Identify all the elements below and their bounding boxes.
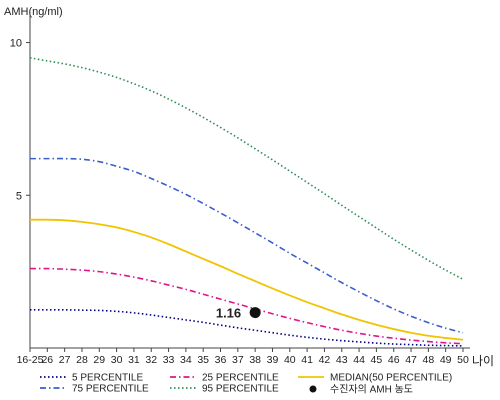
x-tick-label: 28 (76, 354, 88, 366)
x-tick-label: 33 (163, 354, 175, 366)
series-line (29, 267, 464, 345)
legend-label: 75 PERCENTILE (72, 384, 149, 395)
x-tick-label: 44 (353, 354, 365, 366)
x-axis-label: 나이 (472, 354, 494, 368)
x-tick-label: 27 (59, 354, 71, 366)
y-tick-label: 5 (16, 190, 22, 202)
patient-amh-point (249, 307, 261, 319)
legend-item: 95 PERCENTILE (170, 384, 279, 395)
x-tick-label: 35 (197, 354, 209, 366)
x-tick-label: 30 (111, 354, 123, 366)
x-tick-label: 37 (232, 354, 244, 366)
legend-label: 95 PERCENTILE (202, 384, 279, 395)
x-tick-label: 32 (145, 354, 157, 366)
x-tick-label: 43 (336, 354, 348, 366)
legend-marker-label: 수진자의 AMH 농도 (330, 384, 413, 396)
legend-label: 25 PERCENTILE (202, 373, 279, 384)
patient-amh-value-label: 1.16 (216, 306, 241, 321)
series-line (30, 157, 464, 334)
x-tick-label: 40 (284, 354, 296, 366)
x-tick-label: 41 (301, 354, 313, 366)
x-tick-label: 50 (457, 354, 469, 366)
legend-label: MEDIAN(50 PERCENTILE) (330, 373, 452, 384)
legend-label: 5 PERCENTILE (72, 373, 143, 384)
x-tick-label: 26 (41, 354, 53, 366)
legend-marker-dot (309, 385, 317, 393)
x-tick-label: 34 (180, 354, 192, 366)
legend-item: 75 PERCENTILE (40, 384, 149, 395)
series-line (29, 57, 464, 280)
x-tick-label: 42 (319, 354, 331, 366)
legend-item-marker: 수진자의 AMH 농도 (309, 384, 413, 396)
x-tick-label: 46 (388, 354, 400, 366)
x-tick-label: 47 (405, 354, 417, 366)
x-tick-label: 29 (93, 354, 105, 366)
legend: 5 PERCENTILE 25 PERCENTILE MEDIAN(50 PERCE… (40, 373, 452, 396)
x-tick-label: 49 (440, 354, 452, 366)
legend-item: 5 PERCENTILE (40, 373, 143, 384)
x-tick-label: 48 (423, 354, 435, 366)
x-tick-label: 36 (215, 354, 227, 366)
legend-item: 25 PERCENTILE (170, 373, 279, 384)
series-lines (29, 57, 464, 347)
legend-item: MEDIAN(50 PERCENTILE) (298, 373, 452, 384)
y-axis-label: AMH(ng/ml) (4, 6, 63, 18)
y-ticks: 5 10 (10, 38, 30, 202)
y-tick-label: 10 (10, 38, 22, 50)
x-tick-label: 45 (371, 354, 383, 366)
x-tick-label: 39 (267, 354, 279, 366)
x-tick-label: 38 (249, 354, 261, 366)
x-tick-label: 16-25 (17, 354, 44, 366)
patient-marker: 1.16 (216, 306, 261, 321)
series-line (30, 308, 464, 347)
x-tick-label: 31 (128, 354, 140, 366)
series-line (29, 218, 464, 341)
